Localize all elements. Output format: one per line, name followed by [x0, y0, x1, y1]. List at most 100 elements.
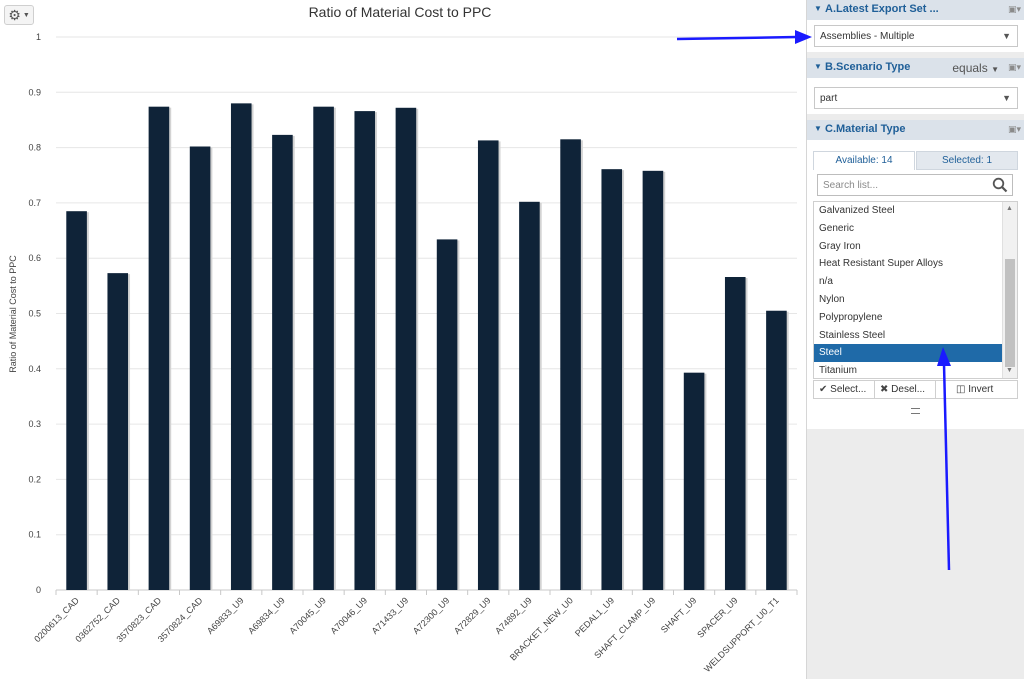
x-tick-label: A72300_U9: [411, 595, 452, 636]
material-list-item[interactable]: Gray Iron: [819, 240, 861, 252]
scroll-down-icon[interactable]: ▼: [1006, 367, 1013, 374]
y-axis-label: Ratio of Material Cost to PPC: [8, 255, 18, 373]
invert-icon: ◫: [956, 384, 966, 395]
material-list-item[interactable]: Nylon: [819, 294, 845, 305]
material-list-item[interactable]: Stainless Steel: [819, 329, 886, 341]
bar[interactable]: [766, 310, 787, 590]
x-tick-label: A70045_U9: [287, 595, 328, 636]
bar[interactable]: [560, 139, 581, 590]
material-search[interactable]: Search list...: [817, 174, 1013, 196]
section-menu-icon[interactable]: ▣▾: [1007, 124, 1021, 134]
invert-button[interactable]: ◫ Invert: [936, 381, 1018, 398]
material-list-item[interactable]: Generic: [819, 222, 855, 234]
bar[interactable]: [354, 111, 376, 591]
tab-selected[interactable]: Selected: 1: [916, 151, 1018, 170]
bar[interactable]: [642, 170, 664, 591]
export-set-header[interactable]: ▼ A.Latest Export Set ... ▣▾: [807, 0, 1024, 20]
scrollbar-thumb[interactable]: [1005, 259, 1015, 367]
list-actions: ✔ Select... ✖ Desel... ◫ Invert: [813, 380, 1018, 399]
bar[interactable]: [148, 106, 170, 590]
bar[interactable]: [189, 146, 211, 590]
bar[interactable]: [395, 107, 417, 590]
chevron-down-icon: ▼: [22, 11, 30, 19]
scroll-up-icon[interactable]: ▲: [1006, 205, 1013, 212]
bar-chart: Ratio of Material Cost to PPC Ratio of M…: [8, 4, 798, 674]
tab-available[interactable]: Available: 14: [813, 151, 915, 170]
scenario-type-body: part ▼: [807, 78, 1024, 114]
y-tick-label: 0: [36, 585, 41, 595]
chart-options-button[interactable]: ⚙ ▼: [4, 5, 34, 25]
collapse-triangle-icon[interactable]: ▼: [814, 4, 822, 13]
y-tick-label: 0.2: [28, 474, 41, 484]
operator-label: equals: [952, 61, 988, 75]
bar[interactable]: [601, 169, 623, 591]
material-type-title: C.Material Type: [825, 123, 906, 135]
search-icon[interactable]: [992, 177, 1008, 193]
section-menu-icon[interactable]: ▣▾: [1007, 4, 1021, 14]
scenario-type-dropdown[interactable]: part ▼: [814, 87, 1018, 109]
material-list-item[interactable]: Polypropylene: [819, 311, 883, 323]
bar[interactable]: [107, 273, 129, 590]
bar[interactable]: [519, 201, 540, 590]
section-menu-icon[interactable]: ▣▾: [1007, 62, 1021, 72]
invert-label: Invert: [968, 384, 994, 395]
scenario-type-value: part: [820, 93, 838, 104]
y-tick-label: 0.4: [28, 364, 41, 374]
y-tick-label: 0.1: [28, 530, 41, 540]
material-list-item[interactable]: Steel: [814, 344, 1003, 363]
dropdown-arrow-icon[interactable]: ▼: [1002, 31, 1011, 41]
material-list-item[interactable]: Heat Resistant Super Alloys: [819, 258, 943, 270]
operator-select[interactable]: equals ▼: [952, 61, 999, 75]
bar[interactable]: [436, 239, 458, 590]
material-list-item[interactable]: n/a: [819, 276, 833, 288]
x-tick-label: SHAFT_U9: [659, 595, 699, 635]
y-tick-label: 1: [36, 32, 41, 42]
material-list-item[interactable]: Galvanized Steel: [819, 205, 895, 216]
check-icon: ✔: [819, 384, 828, 395]
gear-icon: ⚙: [8, 7, 21, 23]
x-tick-label: A74892_U9: [493, 595, 534, 636]
y-tick-label: 0.7: [28, 198, 41, 208]
collapse-triangle-icon[interactable]: ▼: [814, 124, 822, 133]
x-tick-label: A70046_U9: [328, 595, 369, 636]
material-list[interactable]: Galvanized Steel Generic Gray Iron Heat Res…: [813, 201, 1018, 379]
scenario-type-title: B.Scenario Type: [825, 61, 911, 73]
material-type-header[interactable]: ▼ C.Material Type ▣▾: [807, 120, 1024, 140]
export-set-title: A.Latest Export Set ...: [825, 3, 939, 15]
chart-title: Ratio of Material Cost to PPC: [309, 4, 492, 20]
y-tick-label: 0.9: [28, 87, 41, 97]
bar[interactable]: [66, 211, 87, 590]
select-all-button[interactable]: ✔ Select...: [814, 381, 875, 398]
bar[interactable]: [477, 140, 499, 590]
resize-grip[interactable]: [911, 408, 920, 414]
list-scrollbar[interactable]: ▲ ▼: [1002, 202, 1017, 378]
y-tick-label: 0.3: [28, 419, 41, 429]
bar[interactable]: [724, 277, 746, 590]
dropdown-arrow-icon[interactable]: ▼: [1002, 93, 1011, 103]
y-tick-label: 0.8: [28, 143, 41, 153]
x-tick-label: SPACER_U9: [695, 595, 739, 639]
bar[interactable]: [230, 103, 252, 591]
deselect-all-button[interactable]: ✖ Desel...: [875, 381, 936, 398]
x-tick-label: A71433_U9: [370, 595, 411, 636]
x-tick-label: A69834_U9: [246, 595, 287, 636]
search-input[interactable]: Search list...: [823, 180, 879, 191]
material-list-item[interactable]: Titanium: [819, 365, 857, 377]
y-tick-label: 0.5: [28, 309, 41, 319]
bar[interactable]: [683, 372, 705, 590]
x-tick-label: A72829_U9: [452, 595, 493, 636]
scenario-type-header[interactable]: ▼ B.Scenario Type equals ▼ ▣▾: [807, 58, 1024, 78]
x-icon: ✖: [880, 384, 889, 395]
y-tick-label: 0.6: [28, 253, 41, 263]
collapse-triangle-icon[interactable]: ▼: [814, 62, 822, 71]
chart-area: ⚙ ▼ Ratio of Material Cost to PPC Ratio …: [4, 4, 798, 675]
select-all-label: Select...: [830, 384, 867, 395]
export-set-dropdown[interactable]: Assemblies - Multiple ▼: [814, 25, 1018, 47]
x-tick-label: A69833_U9: [205, 595, 246, 636]
deselect-all-label: Desel...: [891, 384, 926, 395]
x-tick-label: PEDAL1_U9: [573, 595, 616, 638]
bar[interactable]: [272, 134, 293, 591]
bar[interactable]: [313, 106, 334, 590]
export-set-value: Assemblies - Multiple: [820, 31, 915, 42]
x-tick-label: WELDSUPPORT_U0_T1: [702, 595, 781, 674]
